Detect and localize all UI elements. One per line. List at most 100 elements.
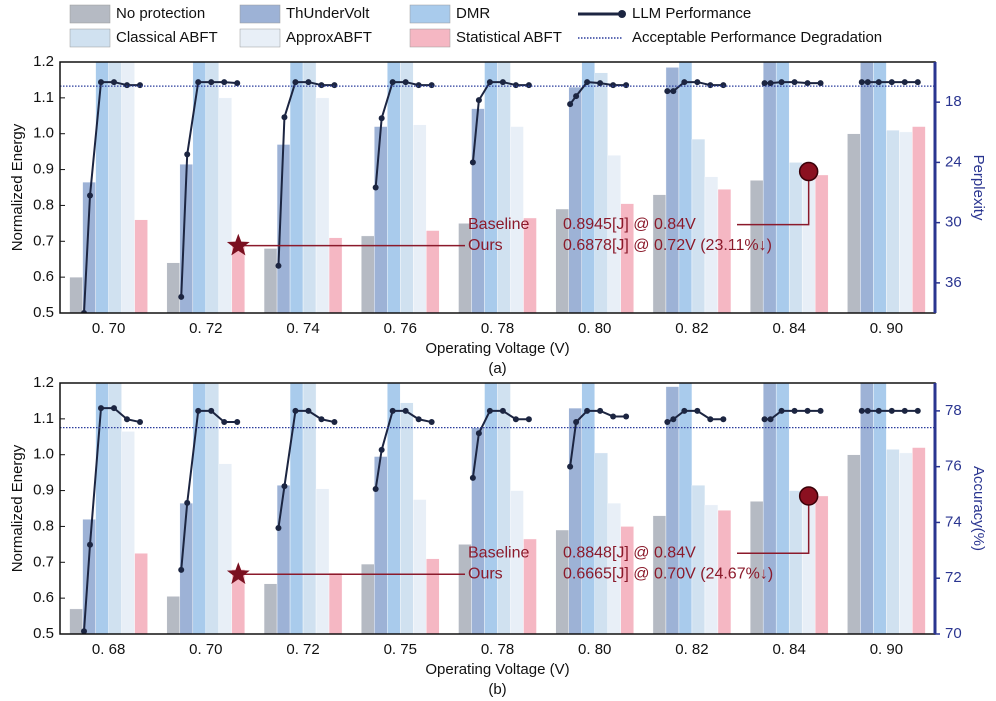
performance-marker [525, 416, 532, 423]
bar [594, 72, 608, 313]
performance-marker [234, 419, 241, 426]
baseline-marker [798, 486, 819, 506]
y-axis-label: Normalized Energy [9, 123, 26, 251]
performance-marker [858, 407, 865, 414]
performance-marker [98, 405, 104, 412]
x-tick-label: 0. 84 [772, 641, 805, 658]
performance-marker [475, 430, 482, 437]
performance-marker [195, 407, 202, 414]
baseline-marker [798, 161, 819, 182]
performance-marker [428, 82, 435, 89]
performance-marker [670, 416, 677, 423]
performance-marker [469, 159, 476, 166]
performance-marker [486, 407, 493, 414]
x-tick-label: 0. 75 [384, 641, 417, 658]
performance-marker [767, 80, 774, 87]
performance-marker [281, 483, 288, 490]
performance-marker [208, 407, 215, 414]
performance-marker [670, 88, 677, 95]
bar [523, 217, 537, 313]
performance-marker [305, 407, 312, 414]
performance-marker [389, 79, 396, 86]
x-tick-label: 0. 90 [870, 641, 903, 658]
performance-marker [791, 407, 798, 414]
caption: (b) [488, 681, 506, 698]
y-tick-label: 0.9 [33, 482, 54, 499]
bar [886, 449, 900, 634]
performance-marker [610, 82, 617, 89]
performance-marker [475, 97, 482, 104]
y-tick-label: 0.9 [33, 161, 54, 178]
x-tick-label: 0. 72 [286, 641, 319, 658]
y-tick-label: 0.8 [33, 196, 54, 213]
bar [594, 452, 608, 634]
bar [899, 452, 913, 634]
x-tick-label: 0. 70 [92, 320, 125, 337]
performance-marker [573, 419, 580, 426]
annotation-label: Baseline [468, 216, 529, 233]
performance-marker [567, 463, 574, 470]
performance-marker [178, 293, 185, 300]
performance-marker [87, 541, 93, 548]
legend-swatch [69, 28, 111, 48]
y-tick-label: 0.7 [33, 232, 54, 249]
performance-marker [914, 407, 921, 414]
bar [471, 427, 485, 634]
x-tick-label: 0. 68 [92, 641, 125, 658]
y2-tick-label: 24 [945, 153, 962, 170]
legend-label: ApproxABFT [286, 29, 372, 46]
performance-marker [804, 407, 811, 414]
performance-marker [901, 407, 908, 414]
y-axis-label: Normalized Energy [9, 444, 26, 572]
performance-marker [318, 416, 325, 423]
performance-marker [664, 419, 671, 426]
y2-axis-label: Perplexity [970, 155, 987, 221]
performance-marker [137, 82, 143, 89]
performance-marker [415, 82, 422, 89]
y-tick-label: 0.5 [33, 625, 54, 642]
bar [762, 383, 777, 634]
ours-marker [226, 233, 250, 256]
annotation-text: 0.8945[J] @ 0.84V [563, 216, 696, 233]
performance-marker [184, 499, 191, 506]
plot-area [69, 383, 926, 634]
performance-marker [817, 407, 824, 414]
bar [192, 383, 207, 634]
performance-marker [512, 82, 519, 89]
performance-marker [372, 184, 379, 191]
performance-marker [372, 485, 379, 492]
performance-marker [305, 79, 312, 86]
legend-label: Statistical ABFT [456, 29, 562, 46]
bar [289, 383, 304, 634]
performance-marker [858, 79, 865, 86]
x-tick-label: 0. 74 [286, 320, 319, 337]
connector [737, 496, 810, 555]
y-tick-label: 1.0 [33, 125, 54, 142]
performance-marker [888, 407, 895, 414]
x-tick-label: 0. 72 [189, 320, 222, 337]
bar [497, 383, 511, 634]
legend-label: Classical ABFT [116, 29, 218, 46]
bar [387, 383, 401, 634]
performance-marker [378, 446, 385, 453]
x-tick-label: 0. 80 [578, 641, 611, 658]
performance-marker [124, 82, 130, 89]
y2-tick-label: 18 [945, 93, 962, 110]
performance-marker [778, 407, 785, 414]
performance-marker [623, 82, 630, 89]
y-tick-label: 0.8 [33, 517, 54, 534]
bar [665, 67, 680, 313]
y-tick-label: 1.1 [33, 89, 54, 106]
bar [361, 235, 375, 313]
bar [484, 383, 498, 634]
y-tick-label: 1.1 [33, 410, 54, 427]
performance-marker [499, 407, 506, 414]
bar [263, 583, 278, 634]
caption: (a) [488, 360, 506, 377]
bar [121, 431, 135, 634]
performance-marker [184, 151, 191, 158]
x-tick-label: 0. 70 [189, 641, 222, 658]
legend-swatch [409, 4, 451, 24]
performance-marker [720, 416, 727, 423]
